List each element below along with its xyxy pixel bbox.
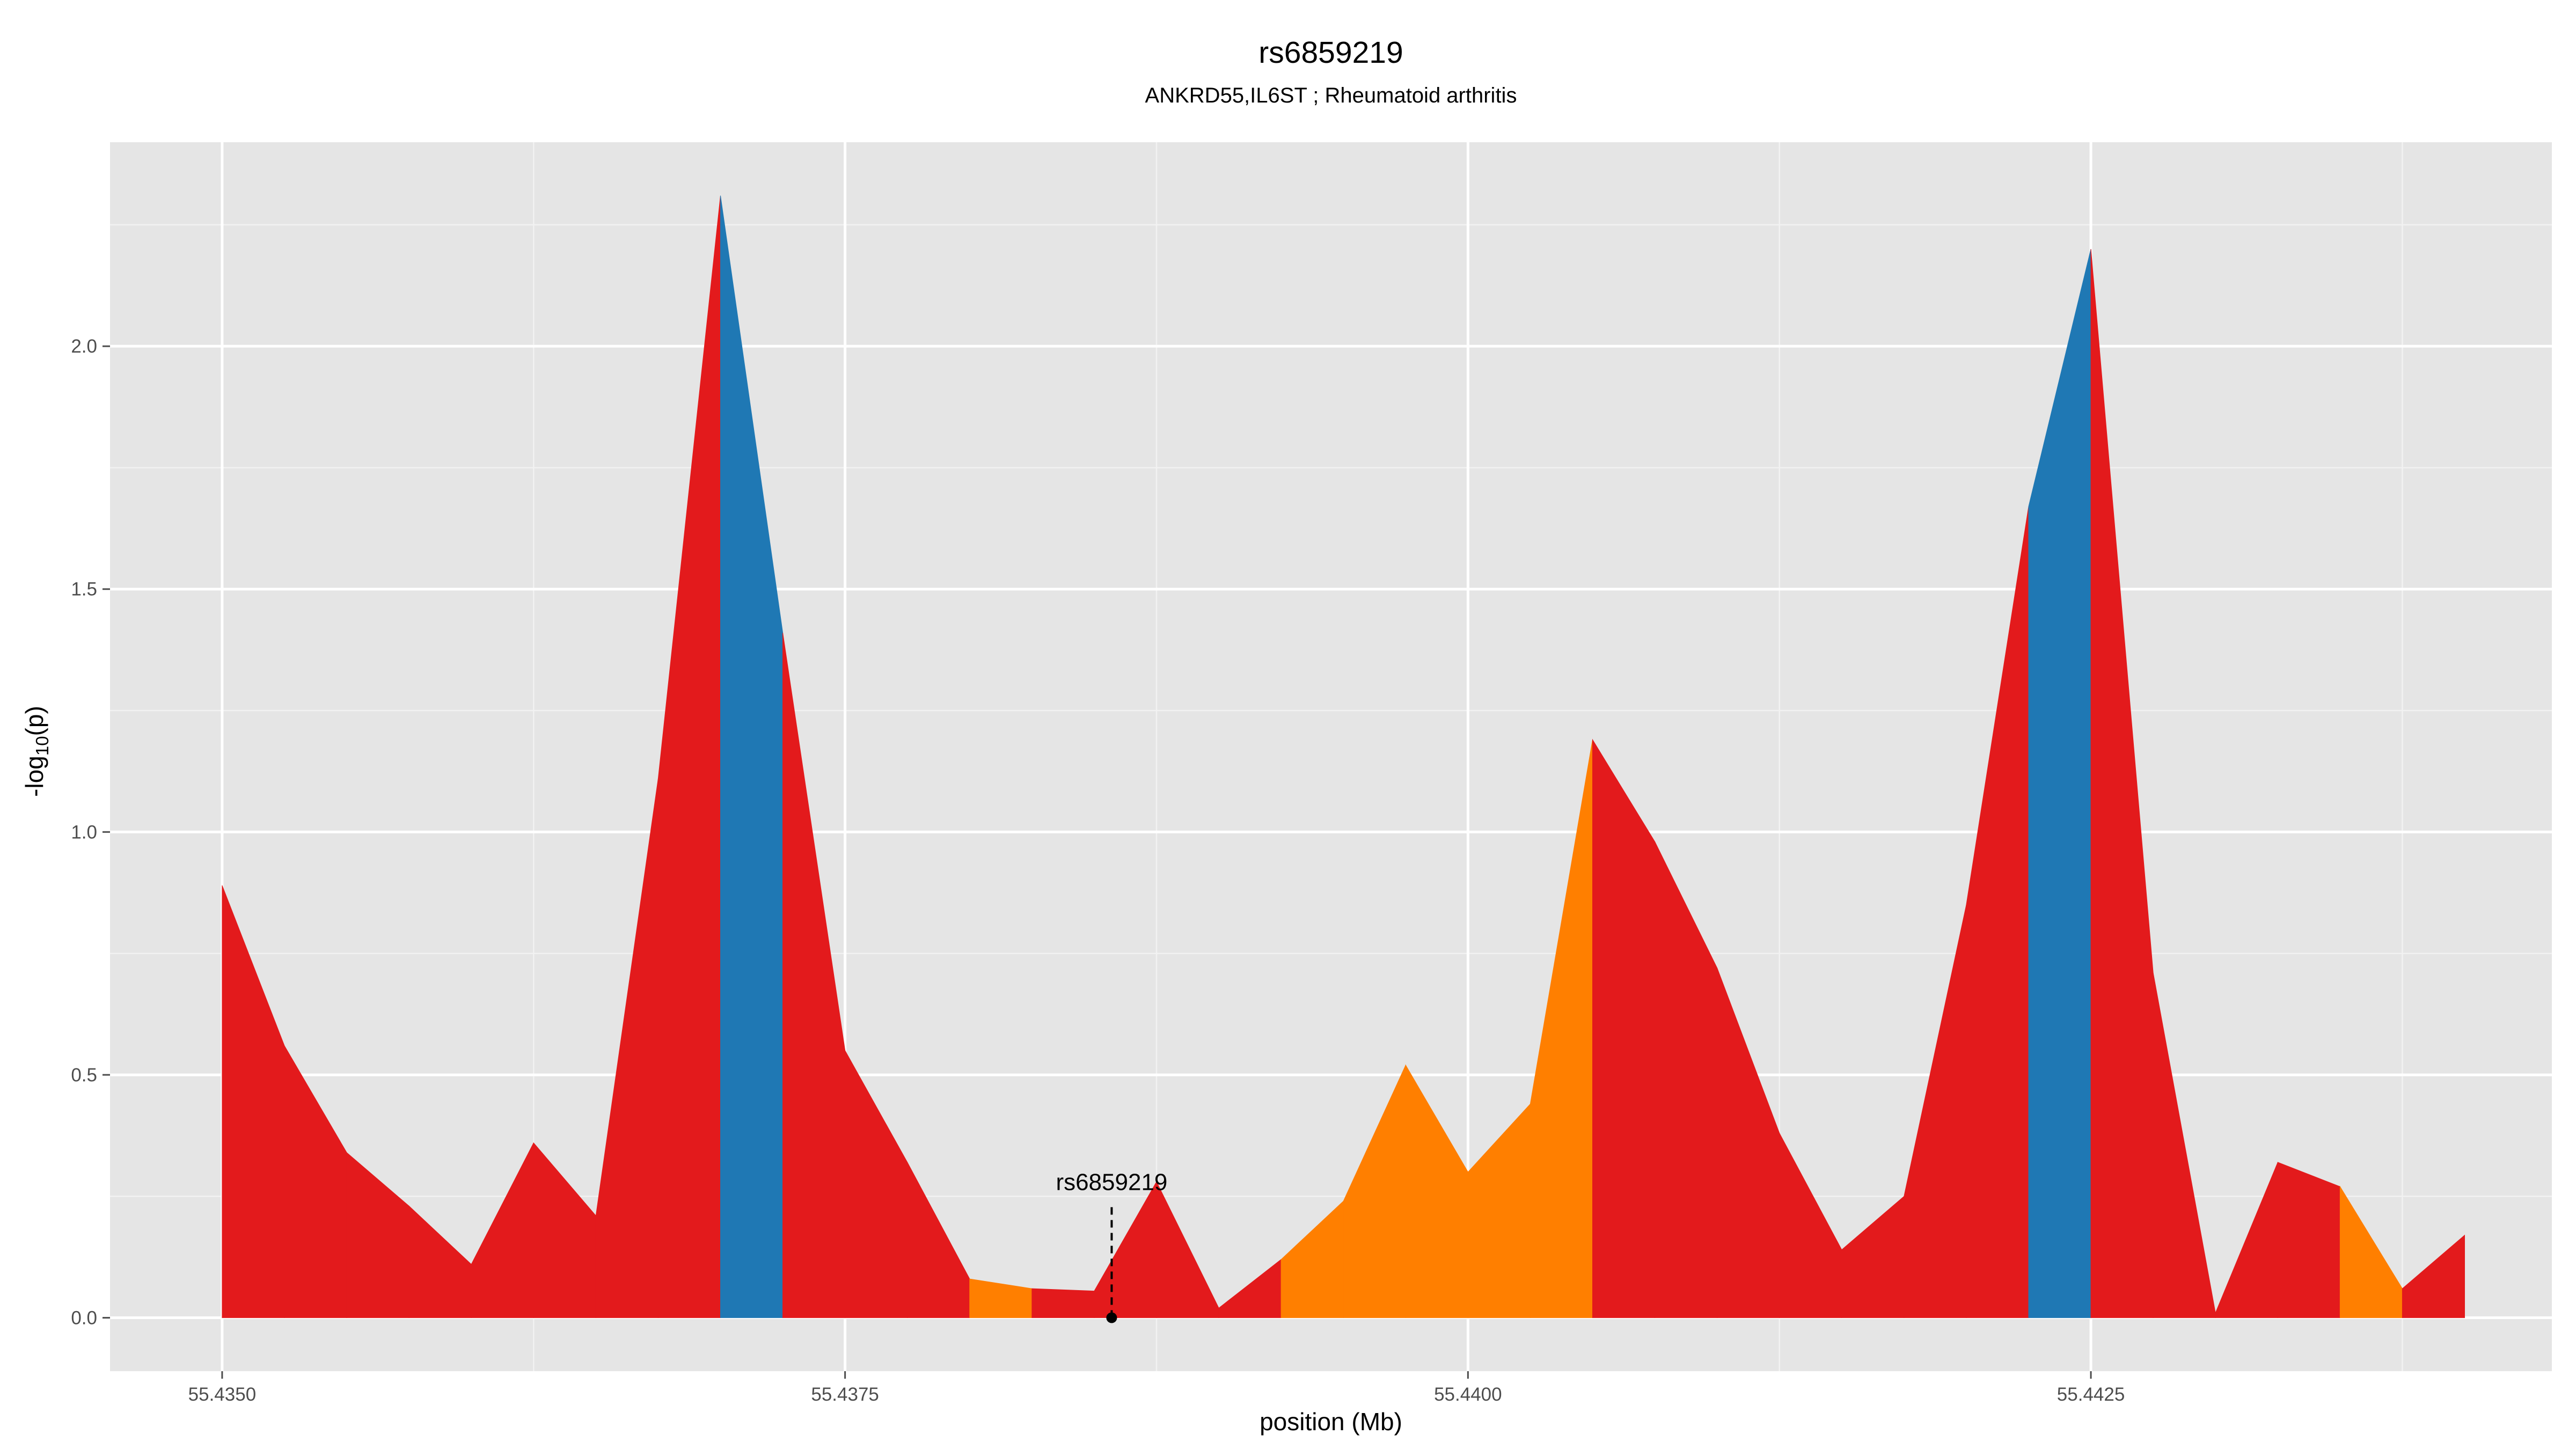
annotation-group: rs6859219 <box>1056 1169 1167 1323</box>
x-tick-label: 55.4425 <box>2057 1384 2125 1405</box>
chart-subtitle: ANKRD55,IL6ST ; Rheumatoid arthritis <box>1145 84 1517 107</box>
y-axis-label-subscript: 10 <box>32 736 52 756</box>
y-tick-label: 2.0 <box>71 336 97 357</box>
y-tick-label: 1.5 <box>71 579 97 600</box>
y-tick-label: 1.0 <box>71 822 97 843</box>
area-segment <box>2277 1162 2340 1318</box>
y-axis: 0.0 0.5 1.0 1.5 2.0 <box>71 336 110 1328</box>
x-tick-label: 55.4350 <box>188 1384 257 1405</box>
annotation-point <box>1106 1312 1117 1323</box>
area-segment <box>2402 1234 2465 1318</box>
x-axis-label: position (Mb) <box>1260 1408 1402 1436</box>
annotation-label: rs6859219 <box>1056 1169 1167 1195</box>
y-tick-label: 0.5 <box>71 1065 97 1086</box>
y-axis-label: -log10(p) <box>20 706 52 797</box>
area-segment <box>1592 738 1656 1318</box>
x-tick-label: 55.4375 <box>811 1384 879 1405</box>
x-tick-label: 55.4400 <box>1434 1384 1502 1405</box>
y-tick-label: 0.0 <box>71 1307 97 1328</box>
y-axis-label-tail: (p) <box>20 706 48 736</box>
area-segment <box>1031 1288 1095 1318</box>
area-segments <box>222 195 2465 1318</box>
chart-title: rs6859219 <box>1258 35 1403 70</box>
x-axis: 55.4350 55.4375 55.4400 55.4425 <box>188 1371 2125 1405</box>
y-axis-label-main: -log <box>20 756 48 797</box>
